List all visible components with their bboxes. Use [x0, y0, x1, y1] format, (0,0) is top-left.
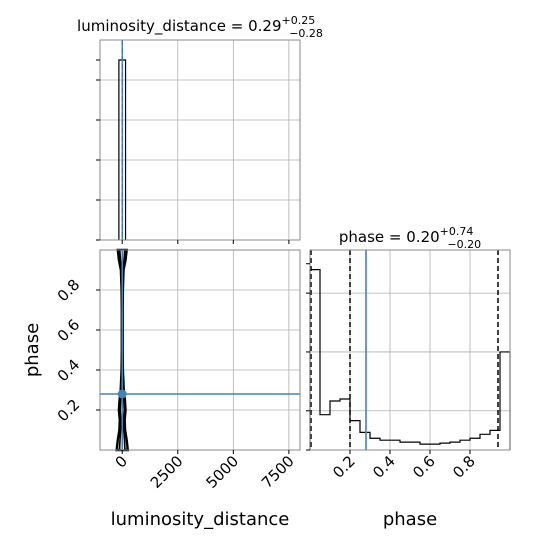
- luminosity-distance-title-median: 0.29: [248, 17, 281, 35]
- joint-xticks: 0 2500 5000 7500: [112, 450, 298, 492]
- luminosity-distance-title: luminosity_distance = 0.29+0.25 −0.28: [77, 14, 323, 40]
- phase-xtick-label-2: 0.6: [409, 452, 439, 482]
- phase-marginal-frame: [309, 249, 511, 451]
- luminosity-distance-marginal-grid: [100, 40, 300, 240]
- luminosity-distance-title-minus: −0.28: [289, 27, 323, 40]
- phase-title-median: 0.20: [406, 228, 439, 246]
- luminosity-distance-title-plus: +0.25: [282, 14, 316, 27]
- joint-xtick-label-3: 7500: [258, 452, 298, 492]
- phase-xtick-label-0: 0.2: [329, 452, 359, 482]
- phase-xticks: 0.2 0.4 0.6 0.8: [329, 450, 479, 482]
- luminosity-distance-marginal-panel: luminosity_distance = 0.29+0.25 −0.28: [77, 14, 323, 244]
- joint-frame: [99, 249, 301, 451]
- phase-title: phase = 0.20+0.74 −0.20: [339, 225, 481, 251]
- joint-truth-marker: [117, 389, 127, 399]
- phase-marginal-grid: [310, 250, 510, 450]
- phase-quantile-lines: [310, 250, 499, 450]
- joint-ytick-label-1: 0.4: [54, 356, 84, 386]
- luminosity-distance-title-prefix: luminosity_distance =: [77, 17, 248, 36]
- joint-contour-panel: 0 2500 5000 7500 0.2 0.4 0.6 0.8 luminosity_di…: [22, 248, 301, 530]
- joint-xlabel: luminosity_distance: [111, 509, 290, 530]
- phase-title-minus: −0.20: [447, 238, 481, 251]
- phase-histogram: [309, 269, 511, 450]
- luminosity-distance-marginal-frame: [99, 39, 301, 241]
- phase-marginal-yticks: [306, 263, 310, 451]
- luminosity-distance-marginal-yticks: [96, 59, 100, 241]
- phase-title-prefix: phase =: [339, 228, 406, 246]
- joint-yticks: 0.2 0.4 0.6 0.8: [54, 276, 100, 426]
- joint-ylabel: phase: [22, 323, 43, 377]
- joint-ytick-label-3: 0.8: [54, 276, 84, 306]
- joint-xtick-label-1: 2500: [147, 452, 187, 492]
- phase-xtick-label-3: 0.8: [449, 452, 479, 482]
- joint-xtick-label-0: 0: [112, 452, 131, 471]
- luminosity-distance-marginal-xticks: [121, 240, 290, 244]
- joint-ytick-label-2: 0.6: [54, 316, 84, 346]
- joint-truth-lines: [100, 250, 300, 450]
- phase-marginal-panel: 0.2 0.4 0.6 0.8 phase = 0.20+0.74 −0.20 phas…: [306, 225, 511, 530]
- joint-grid: [100, 250, 300, 450]
- phase-title-plus: +0.74: [440, 225, 474, 238]
- joint-xtick-label-2: 5000: [202, 452, 242, 492]
- joint-ytick-label-0: 0.2: [54, 396, 84, 426]
- phase-xlabel: phase: [383, 509, 437, 530]
- phase-xtick-label-1: 0.4: [369, 452, 399, 482]
- phase-histogram-step: [309, 269, 511, 450]
